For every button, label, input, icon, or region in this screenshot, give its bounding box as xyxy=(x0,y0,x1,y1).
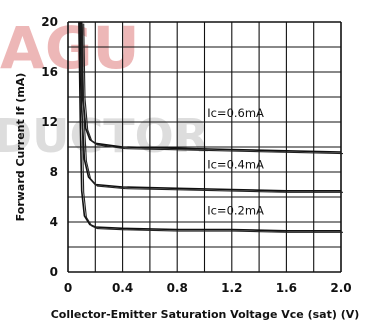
curves xyxy=(78,21,344,233)
y-axis-title: Forward Current If (mA) xyxy=(14,73,27,222)
x-tick-label: 1.6 xyxy=(276,281,297,295)
y-tick-label: 0 xyxy=(50,265,58,279)
y-tick-label: 12 xyxy=(41,115,58,129)
grid xyxy=(67,21,342,273)
series-label: Ic=0.2mA xyxy=(207,204,264,218)
y-tick-labels: 0 4 8 12 16 20 xyxy=(41,15,58,279)
series-line-shadow xyxy=(81,23,343,193)
x-tick-label: 0.4 xyxy=(112,281,133,295)
x-tick-labels: 0 0.4 0.8 1.2 1.6 2.0 xyxy=(64,281,352,295)
series-label: Ic=0.4mA xyxy=(207,157,264,171)
x-tick-label: 2.0 xyxy=(330,281,351,295)
y-tick-label: 4 xyxy=(50,215,58,229)
y-tick-label: 8 xyxy=(50,165,58,179)
series-line-shadow xyxy=(83,23,344,155)
series-label: Ic=0.6mA xyxy=(207,106,264,120)
y-tick-label: 16 xyxy=(41,65,58,79)
curve-labels: Ic=0.6mA Ic=0.4mA Ic=0.2mA xyxy=(207,106,264,218)
series-line xyxy=(78,21,341,232)
series-line xyxy=(80,21,342,153)
y-tick-label: 20 xyxy=(41,15,58,29)
watermark-bottom-text: DUCTOR xyxy=(0,109,209,163)
x-tick-label: 0 xyxy=(64,281,72,295)
x-tick-label: 1.2 xyxy=(221,281,242,295)
x-tick-label: 0.8 xyxy=(167,281,188,295)
watermark-top-text: AGU xyxy=(0,14,140,82)
series-line-shadow xyxy=(80,23,343,233)
x-axis-title: Collector-Emitter Saturation Voltage Vce… xyxy=(51,308,360,321)
watermark: AGU DUCTOR xyxy=(0,14,209,163)
